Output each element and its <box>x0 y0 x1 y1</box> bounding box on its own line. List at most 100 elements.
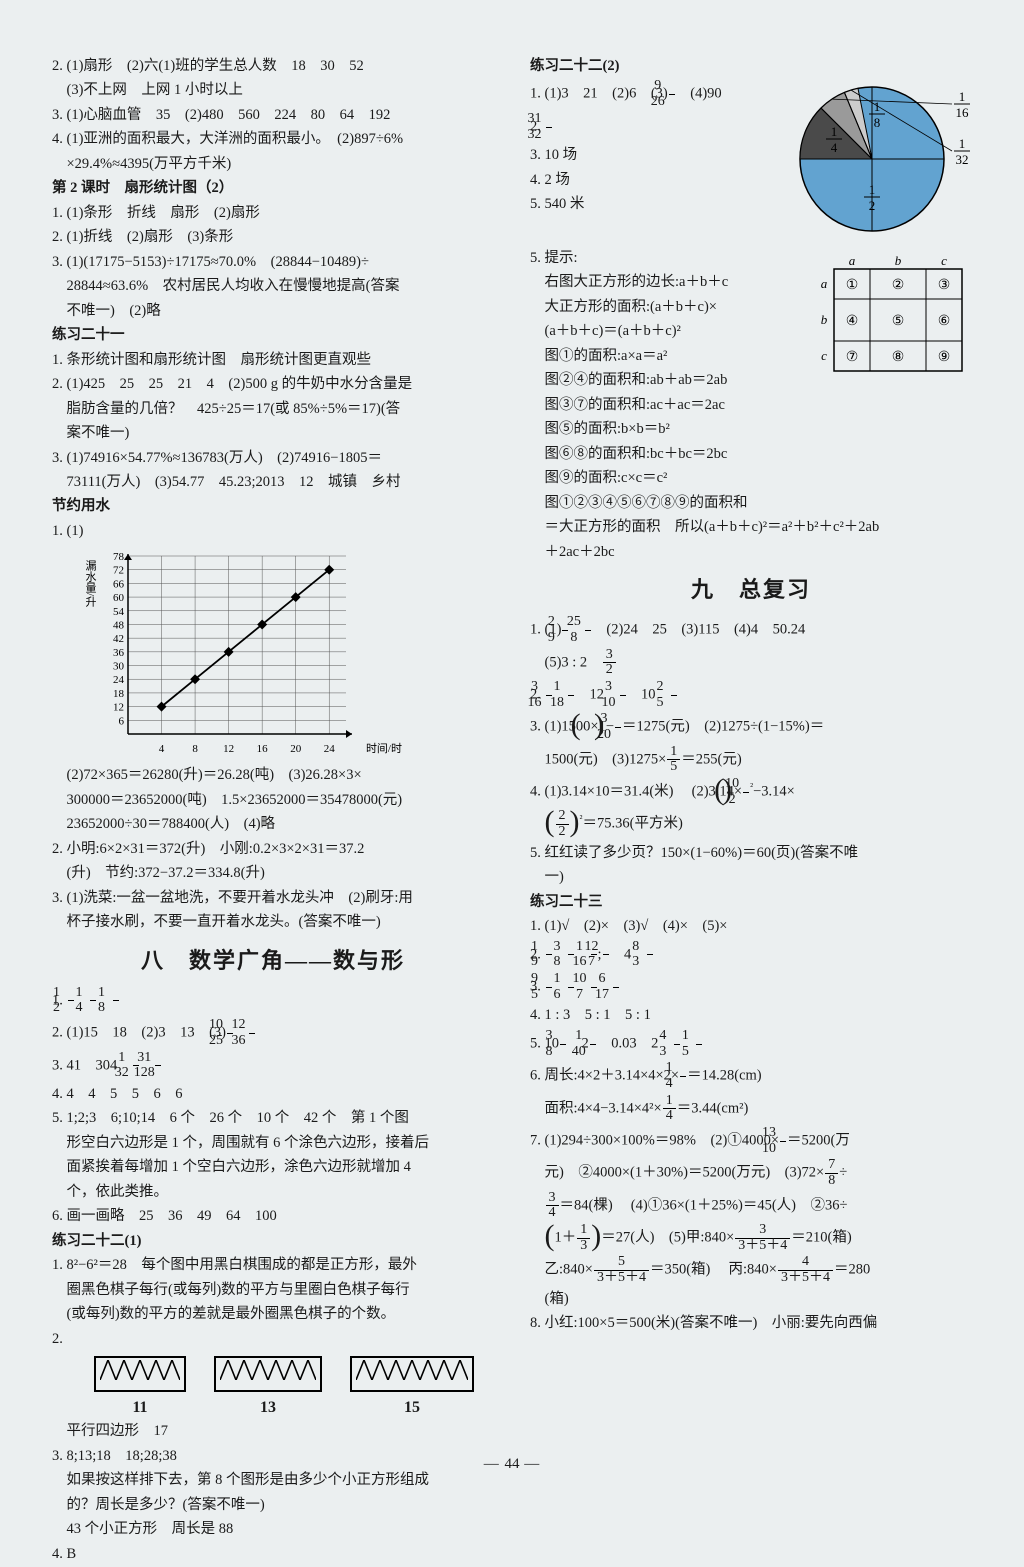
label: ＝27(人) (5)甲:840× <box>601 1230 734 1246</box>
text-line: 形空白六边形是 1 个，周围就有 6 个涂色六边形，接着后 <box>52 1132 494 1154</box>
svg-text:漏水量/升: 漏水量/升 <box>86 560 97 608</box>
svg-text:b: b <box>821 312 828 327</box>
text-line: 2. (1)425 25 25 21 4 (2)500 g 的牛奶中水分含量是 <box>52 373 494 395</box>
section-heading: 练习二十二(2) <box>530 55 972 77</box>
label: (4)90 <box>676 86 722 102</box>
label: 1. (1) <box>530 622 561 638</box>
text-line: 73111(万人) (3)54.77 45.23;2013 12 城镇 乡村 <box>52 471 494 493</box>
fraction: 19 <box>546 940 552 970</box>
label: 乙:840× <box>530 1262 593 1278</box>
svg-text:6: 6 <box>119 716 125 728</box>
square-diagram: ①②③④⑤⑥⑦⑧⑨abcabc <box>812 251 972 398</box>
triangle-box <box>350 1356 474 1391</box>
text-line: 案不唯一) <box>52 422 494 444</box>
text-line: 1. (1) <box>52 520 494 542</box>
svg-text:③: ③ <box>938 278 951 293</box>
svg-text:c: c <box>941 253 947 268</box>
text-line: 3. (1)74916×54.77%≈136783(万人) (2)74916−1… <box>52 447 494 469</box>
text-line: (箱) <box>530 1288 972 1310</box>
section-heading: 练习二十一 <box>52 324 494 346</box>
fraction: 310 <box>620 680 626 710</box>
fraction: 18 <box>113 986 119 1016</box>
chapter-title-9: 九 总复习 <box>530 573 972 607</box>
section-heading: 练习二十三 <box>530 891 972 913</box>
fraction: 1310 <box>780 1126 786 1156</box>
fraction: 43＋5＋4 <box>778 1255 833 1285</box>
triangle-box <box>214 1356 322 1391</box>
fraction: 14 <box>680 1061 686 1091</box>
fraction: 102 <box>743 777 749 807</box>
text-line: (3)不上网 上网 1 小时以上 <box>52 79 494 101</box>
text-line: 5. 1;2;3 6;10;14 6 个 26 个 10 个 42 个 第 1 … <box>52 1107 494 1129</box>
text-line: ＝大正方形的面积 所以(a＋b＋c)²＝a²＋b²＋c²＋2ab <box>530 516 972 538</box>
text-line: (升) 节约:372−37.2＝334.8(升) <box>52 862 494 884</box>
text-line: 图⑥⑧的面积和:bc＋bc＝2bc <box>530 443 972 465</box>
svg-text:b: b <box>895 253 902 268</box>
svg-text:72: 72 <box>113 565 124 577</box>
text-line: ×29.4%≈4395(万平方千米) <box>52 153 494 175</box>
fraction: 53＋5＋4 <box>594 1255 649 1285</box>
text-line: 3. (1)(17175−5153)÷17175≈70.0% (28844−10… <box>52 251 494 273</box>
label <box>530 1230 545 1246</box>
text-line: 2. (1)扇形 (2)六(1)班的学生总人数 18 30 52 <box>52 55 494 77</box>
label: 5. 10 <box>530 1035 559 1051</box>
page-number-value: 44 <box>505 1456 520 1472</box>
label: 1＋ <box>555 1230 577 1246</box>
text-line: (1＋13)＝27(人) (5)甲:840×33＋5＋4＝210(箱) <box>530 1223 972 1253</box>
svg-text:1: 1 <box>959 89 966 104</box>
svg-text:48: 48 <box>113 620 125 632</box>
svg-text:1: 1 <box>869 182 876 197</box>
label <box>530 1197 545 1213</box>
fraction: 78 <box>825 1158 838 1188</box>
text-line: 4. B <box>52 1543 494 1565</box>
label: ＝84(棵) (4)①36×(1＋25%)＝45(人) ②36÷ <box>560 1197 848 1213</box>
fraction: 25 <box>671 680 677 710</box>
label: 元) ②4000×(1＋30%)＝5200(万元) (3)72× <box>530 1165 824 1181</box>
svg-text:⑤: ⑤ <box>892 314 905 329</box>
svg-text:30: 30 <box>113 661 125 673</box>
chapter-title-8: 八 数学广角——数与形 <box>52 944 494 978</box>
label: ＝280 <box>834 1262 870 1278</box>
text-line: 面积:4×4−3.14×4²×14＝3.44(cm²) <box>530 1094 972 1124</box>
text-line: 4. 1 : 3 5 : 1 5 : 1 <box>530 1004 972 1026</box>
text-line: 的？周长是多少？(答案不唯一) <box>52 1494 494 1516</box>
svg-text:12: 12 <box>223 743 234 755</box>
svg-text:④: ④ <box>846 314 859 329</box>
svg-text:c: c <box>821 348 827 363</box>
svg-text:32: 32 <box>956 152 969 167</box>
triangle-label: 11 <box>88 1396 192 1421</box>
svg-text:⑦: ⑦ <box>846 350 859 365</box>
svg-text:1: 1 <box>959 136 966 151</box>
svg-text:16: 16 <box>257 743 269 755</box>
fraction: 14 <box>90 986 96 1016</box>
svg-text:⑧: ⑧ <box>892 350 905 365</box>
svg-text:4: 4 <box>159 743 165 755</box>
svg-text:66: 66 <box>113 579 125 591</box>
label: ＝5200(万 <box>787 1132 850 1148</box>
label: (2)24 25 (3)115 (4)4 50.24 <box>592 622 805 638</box>
label: ＝3.44(cm²) <box>677 1100 749 1116</box>
text-line: 2. 小明:6×2×31＝372(升) 小刚:0.2×3×2×31＝37.2 <box>52 838 494 860</box>
fraction: 12 <box>68 986 74 1016</box>
svg-text:a: a <box>821 276 828 291</box>
text-line: 300000＝23652000(吨) 1.5×23652000＝35478000… <box>52 789 494 811</box>
svg-text:2: 2 <box>869 198 876 213</box>
svg-text:⑥: ⑥ <box>938 314 951 329</box>
text-line: (或每列)数的平方的差就是最外圈黑色棋子的个数。 <box>52 1303 494 1325</box>
fraction: 15 <box>696 1029 702 1059</box>
label: 4 <box>610 946 646 962</box>
text-line: 8. 小红:100×5＝500(米)(答案不唯一) 小丽:要先向西偏 <box>530 1312 972 1334</box>
svg-text:18: 18 <box>113 688 125 700</box>
fraction: 617 <box>613 972 619 1002</box>
label: 3. (1)1500× <box>530 719 599 735</box>
fraction: 22 <box>556 809 569 839</box>
svg-text:a: a <box>849 253 856 268</box>
fraction: 320 <box>615 712 621 742</box>
label: ÷ <box>839 1165 847 1181</box>
svg-text:时间/时: 时间/时 <box>366 742 402 755</box>
left-column: 2. (1)扇形 (2)六(1)班的学生总人数 18 30 52 (3)不上网 … <box>52 55 494 1567</box>
text-line: 1. (1)√ (2)× (3)√ (4)× (5)× <box>530 915 972 937</box>
section-heading: 第 2 课时 扇形统计图（2） <box>52 177 494 199</box>
triangle-label: 13 <box>208 1396 328 1421</box>
svg-text:36: 36 <box>113 647 125 659</box>
